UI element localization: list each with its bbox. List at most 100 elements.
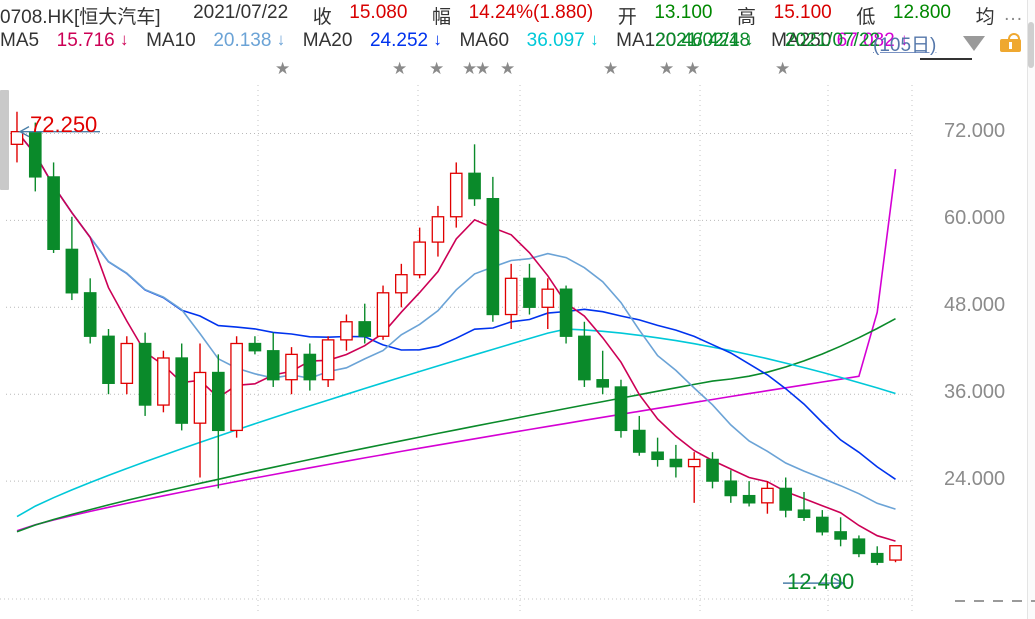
candle [340, 314, 353, 351]
candle [761, 481, 774, 514]
candle-body [28, 130, 42, 178]
event-star-icon[interactable]: ★ [775, 59, 791, 78]
candle-body [486, 197, 500, 316]
candle-body [834, 531, 847, 540]
candle [523, 263, 536, 315]
candle [120, 336, 134, 395]
right-scrollbar-thumb[interactable] [1028, 22, 1034, 68]
candle-body [376, 292, 390, 337]
candle [266, 332, 280, 387]
candle [632, 415, 646, 456]
high-arrow [17, 126, 100, 138]
candle [468, 144, 481, 206]
event-star-icon[interactable]: ★ [429, 59, 445, 78]
candle-body [175, 357, 189, 424]
candle-body [632, 429, 646, 453]
event-star-icon[interactable]: ★ [500, 59, 516, 78]
ma-line-ma60 [16, 328, 896, 518]
ma250-direction-icon: ↓ [899, 30, 909, 49]
event-star-icon[interactable]: ★ [392, 59, 408, 78]
candle [10, 111, 24, 163]
candle-body [797, 509, 811, 518]
candle [834, 517, 847, 547]
candle-body [65, 248, 79, 294]
candle [687, 452, 701, 503]
ma120-label: MA120 [616, 30, 677, 51]
event-star-icon[interactable]: ★ [275, 59, 291, 78]
ma-line-ma10 [16, 131, 896, 510]
ma60-value: 36.097 [526, 30, 585, 51]
candle [358, 303, 372, 344]
candle-body [706, 458, 719, 482]
candle [102, 329, 115, 395]
candle-body [468, 172, 481, 200]
axis-dash [974, 600, 984, 602]
candlestick-chart[interactable]: 72.000 60.000 48.000 36.000 24.000 72.250 12… [0, 82, 1035, 619]
candle-body [285, 353, 298, 381]
range-length-label: (105日) [873, 35, 937, 56]
candle-body [358, 321, 372, 337]
candle [852, 535, 866, 558]
header-overflow-button[interactable]: ... [1004, 4, 1023, 25]
left-scrollbar-thumb[interactable] [0, 90, 9, 190]
candle [285, 347, 298, 395]
axis-dash [1031, 600, 1035, 602]
candle [578, 321, 591, 387]
candle-body [687, 458, 701, 468]
candle [614, 379, 628, 438]
candle [376, 285, 390, 340]
candle [303, 343, 317, 391]
range-end-date: 2021/07/22 [785, 30, 881, 51]
axis-dash [955, 600, 965, 602]
candle-body [870, 552, 884, 563]
chart-canvas[interactable] [0, 82, 1035, 619]
candle-body [614, 386, 628, 432]
open-label: 开 [617, 7, 637, 28]
candle [889, 545, 902, 563]
candle-body [303, 353, 317, 381]
candle-body [47, 176, 60, 250]
triangle-down-icon[interactable] [963, 36, 985, 51]
candle [193, 343, 207, 478]
candle [815, 510, 829, 536]
candle-body [852, 538, 866, 555]
candle-body [559, 288, 573, 337]
candle [157, 350, 170, 413]
price-axis-tick: 36.000 [944, 381, 1006, 404]
candle-body [651, 451, 664, 461]
header-ma-row: MA5 15.716 ↓ MA10 20.138 ↓ MA20 24.252 ↓… [0, 30, 1035, 57]
candle-body [815, 516, 829, 533]
low-arrow [783, 577, 846, 589]
candle [504, 263, 518, 330]
candle-body [431, 216, 445, 243]
candle [395, 263, 408, 308]
change-value: 14.24%(1.880) [468, 2, 594, 23]
ma60-label: MA60 [459, 30, 510, 51]
ma10-label: MA10 [146, 30, 196, 51]
symbol-label[interactable]: 0708.HK[恒大汽车] [0, 7, 161, 28]
event-marker-band: ★ ★ ★ ★ ★ ★ ★ ★ ★ ★ [0, 60, 1035, 82]
right-scrollbar-track[interactable] [1027, 0, 1035, 619]
ma250-value: 67.082 [836, 30, 895, 51]
ma10-direction-icon: ↓ [276, 30, 286, 49]
event-star-icon[interactable]: ★ [603, 59, 619, 78]
candle-body [578, 335, 591, 381]
event-star-icon[interactable]: ★ [475, 59, 491, 78]
event-star-icon[interactable]: ★ [462, 59, 478, 78]
price-axis-tick: 72.000 [944, 120, 1006, 143]
candle-body [340, 321, 353, 341]
candle-body [449, 172, 463, 218]
event-star-icon[interactable]: ★ [685, 59, 701, 78]
candle [248, 336, 262, 355]
candle [706, 452, 719, 489]
ma-line-ma120 [16, 317, 896, 533]
candle [742, 481, 756, 507]
close-value: 15.080 [349, 2, 408, 23]
candle-body [413, 241, 426, 276]
candle-body [761, 487, 774, 504]
low-value: 12.800 [892, 2, 952, 23]
candle [138, 332, 152, 416]
lock-icon[interactable] [1000, 33, 1021, 52]
event-star-icon[interactable]: ★ [659, 59, 675, 78]
candle-body [120, 342, 134, 384]
